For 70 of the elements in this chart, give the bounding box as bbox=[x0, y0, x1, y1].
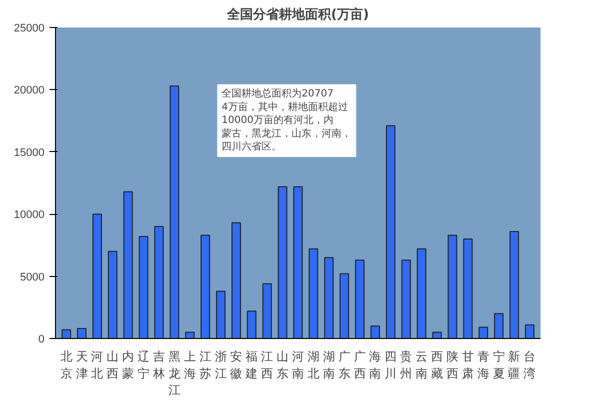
x-tick-label: 江西 bbox=[261, 350, 274, 380]
bar bbox=[278, 186, 288, 338]
bar bbox=[231, 222, 241, 338]
bar bbox=[401, 260, 411, 338]
bar bbox=[463, 238, 473, 338]
x-tick-label: 湖南 bbox=[322, 350, 335, 380]
x-tick-label: 北京 bbox=[60, 350, 72, 380]
x-tick-label: 贵州 bbox=[400, 350, 412, 380]
x-tick-label: 广西 bbox=[354, 350, 366, 380]
x-tick-label: 陕西 bbox=[446, 350, 458, 380]
bar bbox=[77, 328, 87, 338]
x-tick-label: 新疆 bbox=[508, 350, 520, 380]
x-tick-label: 上海 bbox=[184, 350, 196, 380]
bar bbox=[108, 250, 118, 338]
bar bbox=[524, 324, 534, 338]
bar bbox=[246, 310, 256, 338]
bar bbox=[340, 273, 350, 338]
bar bbox=[185, 332, 195, 338]
y-tick-label: 15000 bbox=[14, 146, 45, 159]
bar bbox=[170, 85, 180, 338]
x-tick-label: 河北 bbox=[91, 350, 104, 380]
bar bbox=[154, 226, 164, 338]
bar bbox=[370, 326, 380, 338]
x-tick-label: 河南 bbox=[292, 350, 304, 380]
y-tick-label: 5000 bbox=[20, 271, 45, 284]
bar bbox=[509, 231, 519, 338]
x-tick-label: 辽宁 bbox=[138, 350, 150, 380]
x-tick-label: 黑龙江 bbox=[168, 350, 180, 398]
bar bbox=[494, 313, 504, 338]
x-tick-label: 吉林 bbox=[152, 350, 165, 380]
x-tick-label: 天津 bbox=[76, 350, 88, 380]
bar bbox=[324, 257, 334, 338]
x-tick-label: 安徽 bbox=[230, 350, 242, 380]
y-tick-label: 25000 bbox=[14, 22, 45, 34]
x-tick-label: 云南 bbox=[416, 350, 428, 380]
x-tick-label: 江苏 bbox=[199, 350, 212, 380]
bar bbox=[200, 234, 210, 338]
x-tick-label: 福建 bbox=[244, 350, 258, 380]
annotation: 全国耕地总面积为207074万亩，其中，耕地面积超过10000万亩的有河北，内蒙古，黑龙江，山东，河南，四川六省区。 bbox=[222, 88, 352, 153]
x-tick-label: 浙江 bbox=[214, 350, 227, 380]
bar bbox=[432, 332, 442, 338]
bar bbox=[448, 234, 458, 338]
x-tick-label: 湖北 bbox=[307, 350, 320, 380]
bar bbox=[138, 236, 148, 338]
bar bbox=[123, 191, 133, 338]
x-tick-label: 甘肃 bbox=[462, 350, 474, 380]
bar bbox=[92, 214, 102, 338]
x-tick-label: 内蒙 bbox=[122, 350, 134, 380]
x-tick-label: 四川 bbox=[384, 350, 397, 380]
chart-title: 全国分省耕地面积(万亩) bbox=[226, 6, 369, 22]
bar bbox=[478, 326, 488, 338]
y-tick-label: 10000 bbox=[14, 209, 45, 222]
x-tick-label: 西藏 bbox=[431, 350, 444, 380]
y-tick-label: 0 bbox=[38, 334, 45, 346]
x-tick-label: 宁夏 bbox=[492, 350, 505, 380]
bar bbox=[308, 248, 318, 338]
bar bbox=[62, 329, 72, 338]
x-tick-label: 海南 bbox=[369, 350, 382, 380]
bar bbox=[386, 125, 396, 338]
bar bbox=[355, 260, 365, 338]
bar bbox=[262, 283, 272, 338]
x-tick-label: 台湾 bbox=[524, 350, 536, 380]
bar bbox=[416, 248, 426, 338]
x-tick-label: 山东 bbox=[276, 350, 289, 380]
bar bbox=[216, 290, 226, 338]
x-tick-label: 青海 bbox=[477, 350, 490, 380]
bar bbox=[293, 186, 303, 338]
x-tick-label: 广东 bbox=[338, 350, 350, 380]
x-tick-label: 山西 bbox=[106, 350, 119, 380]
y-tick-label: 20000 bbox=[14, 84, 45, 97]
